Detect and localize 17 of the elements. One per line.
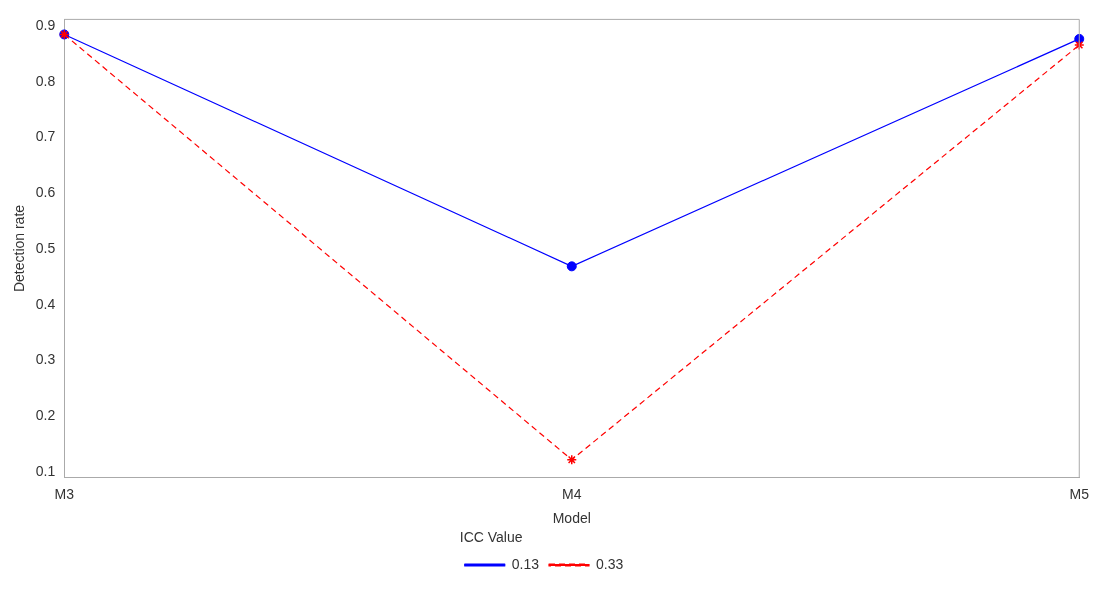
x-tick-label: M5 [1069, 485, 1090, 502]
y-tick-label: 0.2 [35, 407, 56, 424]
y-axis-title: Detection rate [11, 204, 28, 293]
y-tick-label: 0.6 [35, 184, 56, 201]
y-tick-label: 0.7 [35, 128, 56, 145]
legend-title: ICC Value [459, 529, 523, 546]
y-tick-label: 0.1 [35, 462, 56, 479]
y-tick-label: 0.3 [35, 351, 56, 368]
x-tick-label: M4 [562, 485, 582, 502]
y-tick-label: 0.4 [35, 295, 56, 312]
y-tick-label: 0.8 [35, 72, 56, 89]
x-tick-label: M3 [54, 485, 75, 502]
legend-label: 0.33 [596, 555, 624, 572]
x-axis-title: Model [552, 509, 591, 526]
y-tick-label: 0.5 [35, 239, 56, 256]
legend-label: 0.13 [511, 555, 540, 572]
y-tick-label: 0.9 [35, 16, 56, 33]
